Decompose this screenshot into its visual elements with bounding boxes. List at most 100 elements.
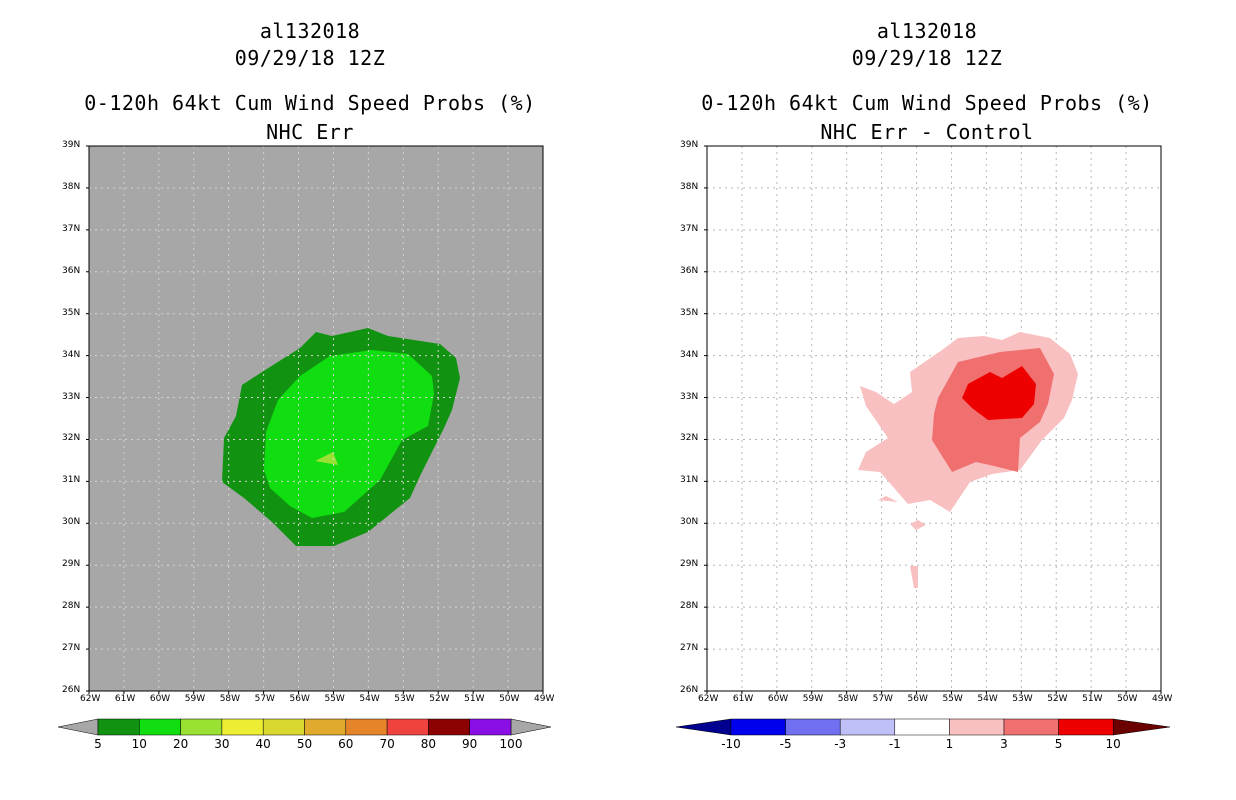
- left-lon-label: 54W: [359, 694, 380, 704]
- left-map: [86, 145, 544, 694]
- right-colorbar-label: 10: [1105, 737, 1121, 751]
- right-lat-label: 39N: [680, 140, 699, 150]
- left-colorbar-label: 30: [214, 737, 230, 751]
- right-colorbar-label: -5: [779, 737, 792, 751]
- left-prob-30-region: [315, 452, 338, 465]
- right-lon-label: 60W: [767, 694, 789, 704]
- left-axis-ticks: [86, 145, 544, 694]
- right-map-frame: [706, 145, 1162, 692]
- right-colorbar-segment: [949, 718, 1005, 736]
- left-lon-label: 50W: [499, 694, 520, 704]
- left-colorbar-segment: [97, 718, 140, 736]
- left-lat-label: 28N: [62, 601, 81, 612]
- left-colorbar-label: 70: [379, 737, 395, 751]
- left-lat-label: 35N: [62, 307, 81, 318]
- left-colorbar-segment: [139, 718, 181, 736]
- right-lon-label: 52W: [1047, 694, 1068, 704]
- left-lat-label: 26N: [62, 685, 81, 695]
- left-colorbar-segment: [180, 718, 223, 736]
- left-lat-label: 37N: [62, 223, 81, 234]
- right-lon-label: 61W: [732, 694, 754, 704]
- right-axis-ticks: [704, 145, 1162, 694]
- left-colorbar-label: 10: [131, 737, 147, 751]
- right-lat-label: 36N: [680, 265, 699, 276]
- left-colorbar-segment: [304, 718, 347, 736]
- right-colorbar-segment: [730, 718, 786, 736]
- left-storm-id: al132018: [259, 19, 361, 43]
- right-diff-1-3-blob-b: [910, 520, 926, 530]
- right-lat-label: 30N: [680, 517, 699, 528]
- left-lat-label: 39N: [62, 140, 81, 150]
- left-subtitle: NHC Err: [266, 120, 354, 144]
- right-lon-label: 59W: [802, 694, 824, 704]
- left-colorbar-label: 60: [338, 737, 354, 751]
- right-lon-label: 62W: [698, 694, 719, 704]
- right-colorbar-segment: [839, 718, 896, 736]
- right-datetime: 09/29/18 12Z: [851, 46, 1003, 70]
- right-map: [704, 145, 1162, 694]
- right-diff-1-3-blob-c: [910, 566, 918, 588]
- left-colorbar-segment: [221, 718, 264, 736]
- left-colorbar-label: 50: [296, 737, 313, 751]
- right-lon-label: 57W: [872, 694, 893, 704]
- left-colorbar-segment: [469, 718, 512, 736]
- left-lat-label: 32N: [62, 433, 81, 444]
- right-lat-label: 34N: [680, 349, 699, 360]
- right-lon-label: 54W: [977, 694, 998, 704]
- right-colorbar: [675, 718, 1171, 736]
- right-lon-label: 58W: [837, 694, 859, 704]
- left-colorbar-label: 80: [420, 737, 437, 751]
- left-colorbar-label: 40: [255, 737, 271, 751]
- right-grid: [707, 146, 1161, 691]
- right-colorbar-label: -10: [721, 737, 741, 751]
- left-lon-label: 57W: [254, 694, 275, 704]
- right-lat-label: 27N: [680, 643, 699, 654]
- left-product-title: 0-120h 64kt Cum Wind Speed Probs (%): [84, 91, 536, 115]
- right-colorbar-segment: [785, 718, 841, 736]
- left-lat-label: 31N: [62, 475, 81, 486]
- left-lon-label: 61W: [114, 694, 136, 704]
- right-colorbar-label: 3: [1000, 737, 1008, 751]
- left-map-frame: [88, 145, 544, 692]
- right-lat-label: 37N: [680, 223, 699, 234]
- left-colorbar-segment: [386, 718, 429, 736]
- right-lon-label: 55W: [942, 694, 963, 704]
- left-lat-label: 29N: [62, 559, 81, 570]
- left-lon-label: 60W: [149, 694, 171, 704]
- right-lat-label: 38N: [680, 181, 699, 192]
- left-lat-label: 30N: [62, 517, 81, 528]
- right-lon-label: 56W: [907, 694, 928, 704]
- left-lon-label: 49W: [534, 694, 555, 704]
- left-lon-label: 58W: [219, 694, 241, 704]
- right-colorbar-segment: [894, 718, 950, 736]
- left-colorbar-high-triangle: [510, 718, 552, 736]
- left-colorbar-label: 5: [94, 737, 102, 751]
- left-colorbar: [57, 718, 552, 736]
- left-colorbar-label: 90: [462, 737, 478, 751]
- right-colorbar-high-triangle: [1112, 718, 1171, 736]
- left-colorbar-label: 20: [172, 737, 189, 751]
- right-lat-label: 26N: [680, 685, 699, 695]
- right-lat-label: 32N: [680, 433, 699, 444]
- right-colorbar-label: -3: [834, 737, 847, 751]
- right-colorbar-low-triangle: [675, 718, 732, 736]
- left-lon-label: 62W: [80, 694, 101, 704]
- left-lon-label: 51W: [464, 694, 485, 704]
- left-prob-20-30-region: [264, 350, 434, 518]
- left-lat-label: 27N: [62, 643, 81, 654]
- left-lat-label: 34N: [62, 349, 81, 360]
- left-lat-label: 33N: [62, 391, 81, 402]
- right-diff-1-3-blob-a: [878, 496, 898, 502]
- left-colorbar-low-triangle: [57, 718, 99, 736]
- left-lon-label: 59W: [184, 694, 206, 704]
- right-lat-label: 31N: [680, 475, 699, 486]
- right-lon-label: 51W: [1082, 694, 1103, 704]
- left-colorbar-segment: [428, 718, 470, 736]
- right-lat-label: 28N: [680, 601, 699, 612]
- left-colorbar-segment: [345, 718, 388, 736]
- left-grid: [89, 146, 543, 691]
- right-colorbar-label: 5: [1054, 737, 1063, 751]
- left-lat-label: 38N: [62, 181, 81, 192]
- right-colorbar-label: -1: [888, 737, 901, 751]
